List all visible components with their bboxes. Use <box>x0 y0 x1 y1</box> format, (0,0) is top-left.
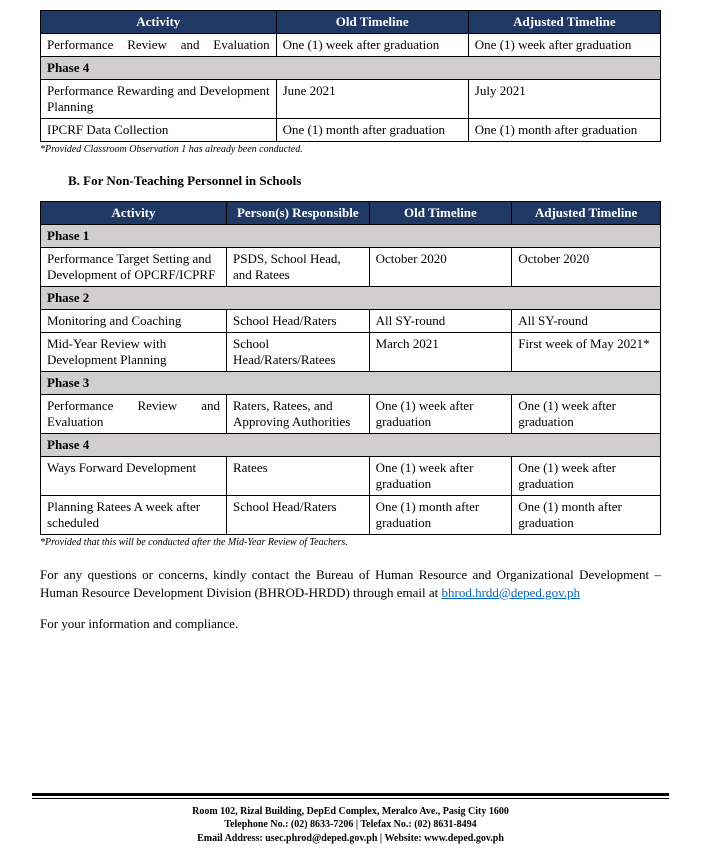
table-cell: School Head/Raters <box>227 496 370 535</box>
table-cell: Ways Forward Development <box>41 457 227 496</box>
th2-persons: Person(s) Responsible <box>227 202 370 225</box>
table-cell: October 2020 <box>369 248 512 287</box>
th2-old-timeline: Old Timeline <box>369 202 512 225</box>
table-row: IPCRF Data CollectionOne (1) month after… <box>41 119 661 142</box>
table-cell: One (1) week after graduation <box>276 34 468 57</box>
timeline-table-2: Activity Person(s) Responsible Old Timel… <box>40 201 661 535</box>
table-row: Phase 1 <box>41 225 661 248</box>
table-cell: One (1) month after graduation <box>468 119 660 142</box>
table-cell: Performance Rewarding and Development Pl… <box>41 80 277 119</box>
footer-email-web: Email Address: usec.phrod@deped.gov.ph |… <box>0 832 701 846</box>
table-row: Performance Review and EvaluationOne (1)… <box>41 34 661 57</box>
table-cell: July 2021 <box>468 80 660 119</box>
table-cell: One (1) week after graduation <box>369 395 512 434</box>
table-cell: October 2020 <box>512 248 661 287</box>
table-cell: All SY-round <box>369 310 512 333</box>
timeline-table-1: Activity Old Timeline Adjusted Timeline … <box>40 10 661 142</box>
table-cell: March 2021 <box>369 333 512 372</box>
table-cell: Mid-Year Review with Development Plannin… <box>41 333 227 372</box>
table-row: Phase 4 <box>41 434 661 457</box>
phase-cell: Phase 1 <box>41 225 661 248</box>
table-row: Performance Target Setting and Developme… <box>41 248 661 287</box>
table-cell: PSDS, School Head, and Ratees <box>227 248 370 287</box>
page-footer: Room 102, Rizal Building, DepEd Complex,… <box>0 793 701 857</box>
th-adjusted-timeline: Adjusted Timeline <box>468 11 660 34</box>
compliance-paragraph: For your information and compliance. <box>40 615 661 633</box>
table-cell: One (1) month after graduation <box>512 496 661 535</box>
footer-phone: Telephone No.: (02) 8633-7206 | Telefax … <box>0 818 701 832</box>
footer-address: Room 102, Rizal Building, DepEd Complex,… <box>0 805 701 819</box>
phase-cell: Phase 4 <box>41 434 661 457</box>
table-cell: Ratees <box>227 457 370 496</box>
table-cell: School Head/Raters/Ratees <box>227 333 370 372</box>
table-cell: Performance Review and Evaluation <box>41 34 277 57</box>
table-cell: School Head/Raters <box>227 310 370 333</box>
table-row: Phase 2 <box>41 287 661 310</box>
section-b-heading: B. For Non-Teaching Personnel in Schools <box>68 173 661 189</box>
table-row: Phase 4 <box>41 57 661 80</box>
table-cell: Monitoring and Coaching <box>41 310 227 333</box>
table-cell: Performance Review and Evaluation <box>41 395 227 434</box>
table-cell: All SY-round <box>512 310 661 333</box>
table-row: Phase 3 <box>41 372 661 395</box>
contact-email-link[interactable]: bhrod.hrdd@deped.gov.ph <box>441 585 580 600</box>
th2-activity: Activity <box>41 202 227 225</box>
table1-footnote: *Provided Classroom Observation 1 has al… <box>40 144 661 155</box>
phase-cell: Phase 4 <box>41 57 661 80</box>
table-cell: One (1) week after graduation <box>512 395 661 434</box>
th-activity: Activity <box>41 11 277 34</box>
contact-paragraph: For any questions or concerns, kindly co… <box>40 566 661 601</box>
table-cell: One (1) week after graduation <box>468 34 660 57</box>
table-cell: First week of May 2021* <box>512 333 661 372</box>
th2-adjusted-timeline: Adjusted Timeline <box>512 202 661 225</box>
table-cell: One (1) month after graduation <box>276 119 468 142</box>
table-cell: Raters, Ratees, and Approving Authoritie… <box>227 395 370 434</box>
table-cell: One (1) month after graduation <box>369 496 512 535</box>
table-cell: Performance Target Setting and Developme… <box>41 248 227 287</box>
table-cell: IPCRF Data Collection <box>41 119 277 142</box>
table-row: Performance Review and EvaluationRaters,… <box>41 395 661 434</box>
table-row: Ways Forward DevelopmentRateesOne (1) we… <box>41 457 661 496</box>
table-row: Performance Rewarding and Development Pl… <box>41 80 661 119</box>
table-cell: One (1) week after graduation <box>512 457 661 496</box>
table-row: Planning Ratees A week after scheduledSc… <box>41 496 661 535</box>
table-cell: Planning Ratees A week after scheduled <box>41 496 227 535</box>
table-row: Mid-Year Review with Development Plannin… <box>41 333 661 372</box>
table-row: Monitoring and CoachingSchool Head/Rater… <box>41 310 661 333</box>
phase-cell: Phase 3 <box>41 372 661 395</box>
phase-cell: Phase 2 <box>41 287 661 310</box>
table-cell: June 2021 <box>276 80 468 119</box>
th-old-timeline: Old Timeline <box>276 11 468 34</box>
table-cell: One (1) week after graduation <box>369 457 512 496</box>
table2-footnote: *Provided that this will be conducted af… <box>40 537 661 548</box>
